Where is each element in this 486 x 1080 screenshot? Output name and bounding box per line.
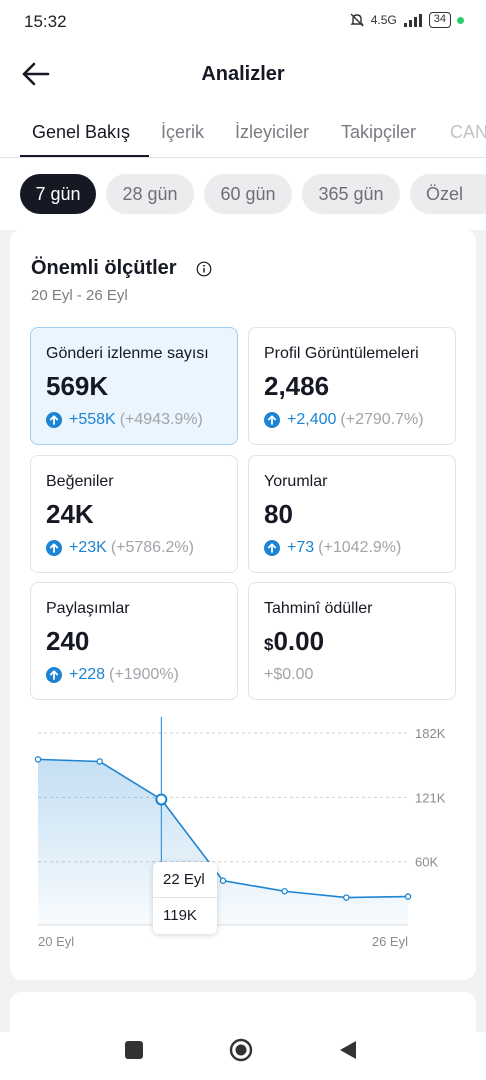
arrow-up-icon bbox=[264, 412, 280, 428]
metric-change: +23K (+5786.2%) bbox=[46, 539, 194, 557]
data-point bbox=[343, 894, 350, 901]
metric-value: 80 bbox=[264, 499, 293, 529]
metric-value-wrap: $0.00 bbox=[264, 626, 324, 657]
x-tick-label: 20 Eyl bbox=[38, 934, 74, 949]
status-time: 15:32 bbox=[24, 12, 67, 31]
info-icon[interactable] bbox=[196, 261, 212, 277]
period-filter: 7 gün 28 gün 60 gün 365 gün Özel bbox=[0, 158, 486, 230]
page-title: Analizler bbox=[201, 63, 285, 85]
area-fill bbox=[38, 759, 408, 925]
recents-icon[interactable] bbox=[125, 1041, 143, 1059]
metric-change-value: +23K bbox=[69, 539, 107, 556]
date-range: 20 Eyl - 26 Eyl bbox=[31, 287, 128, 304]
metric-label: Profil Görüntülemeleri bbox=[264, 345, 419, 362]
home-icon[interactable] bbox=[229, 1038, 253, 1062]
tooltip-value: 119K bbox=[163, 907, 197, 924]
metric-change-value: +2,400 bbox=[287, 411, 337, 428]
tooltip-divider bbox=[153, 897, 217, 898]
period-7-days[interactable]: 7 gün bbox=[20, 174, 96, 214]
metric-change-percent: (+1042.9%) bbox=[318, 539, 402, 556]
battery-icon: 34 bbox=[428, 12, 451, 28]
metric-change: +2,400 (+2790.7%) bbox=[264, 411, 424, 429]
tab-content[interactable]: İçerik bbox=[161, 122, 205, 142]
period-365-days[interactable]: 365 gün bbox=[302, 174, 400, 214]
metric-label: Beğeniler bbox=[46, 473, 114, 490]
dot-icon bbox=[457, 16, 464, 24]
active-tab-indicator bbox=[20, 155, 149, 157]
metric-change: +73 (+1042.9%) bbox=[264, 539, 401, 557]
metric-change-percent: (+4943.9%) bbox=[119, 411, 203, 428]
metric-change-value: +73 bbox=[287, 539, 315, 556]
data-point bbox=[155, 793, 168, 806]
arrow-up-icon bbox=[264, 540, 280, 556]
metric-change-value: +228 bbox=[69, 666, 106, 683]
metric-change: +558K (+4943.9%) bbox=[46, 411, 203, 429]
tab-followers[interactable]: Takipçiler bbox=[341, 122, 417, 142]
back-icon[interactable] bbox=[337, 1038, 359, 1062]
chart-tooltip: 22 Eyl 119K bbox=[153, 862, 217, 934]
tab-overview[interactable]: Genel Bakış bbox=[32, 122, 131, 142]
data-point bbox=[404, 893, 412, 900]
y-tick-label: 60K bbox=[415, 855, 438, 870]
period-28-days[interactable]: 28 gün bbox=[106, 174, 194, 214]
system-nav-bar bbox=[0, 1032, 486, 1080]
signal-icon bbox=[403, 14, 422, 27]
back-arrow-icon[interactable] bbox=[20, 58, 52, 90]
metric-value: 0.00 bbox=[273, 626, 325, 656]
metric-value: 240 bbox=[46, 626, 90, 656]
views-chart[interactable]: 182K 121K 60K 20 Eyl 26 Eyl bbox=[10, 715, 476, 965]
metric-change-value: +$0.00 bbox=[264, 666, 314, 683]
data-point bbox=[34, 756, 42, 763]
data-point bbox=[281, 887, 288, 895]
metric-shares[interactable]: Paylaşımlar 240 +228 (+1900%) bbox=[30, 582, 238, 700]
tooltip-date: 22 Eyl bbox=[163, 871, 205, 888]
arrow-up-icon bbox=[46, 540, 62, 556]
metric-change: +228 (+1900%) bbox=[46, 666, 179, 684]
metric-label: Yorumlar bbox=[264, 473, 328, 490]
status-bar: 15:32 4.5G 34 bbox=[0, 0, 486, 44]
network-type: 4.5G bbox=[370, 13, 397, 27]
section-title: Önemli ölçütler bbox=[31, 257, 177, 279]
tab-bar: Genel Bakış İçerik İzleyiciler Takipçile… bbox=[0, 104, 486, 158]
data-point bbox=[96, 758, 103, 765]
app-header: Analizler bbox=[0, 44, 486, 104]
metric-change-value: +558K bbox=[69, 411, 116, 428]
metric-likes[interactable]: Beğeniler 24K +23K (+5786.2%) bbox=[30, 455, 238, 573]
tab-viewers[interactable]: İzleyiciler bbox=[235, 122, 310, 142]
currency-symbol: $ bbox=[264, 635, 274, 654]
period-custom[interactable]: Özel bbox=[410, 174, 486, 214]
x-tick-label: 26 Eyl bbox=[372, 934, 408, 949]
metric-estimated-rewards[interactable]: Tahminî ödüller $0.00 +$0.00 bbox=[248, 582, 456, 700]
metric-value: 24K bbox=[46, 499, 94, 529]
metric-comments[interactable]: Yorumlar 80 +73 (+1042.9%) bbox=[248, 455, 456, 573]
metric-label: Paylaşımlar bbox=[46, 600, 130, 617]
mute-icon bbox=[350, 13, 364, 27]
next-card bbox=[10, 992, 476, 1032]
metric-label: Gönderi izlenme sayısı bbox=[46, 345, 209, 362]
arrow-up-icon bbox=[46, 667, 62, 683]
metric-value: 569K bbox=[46, 371, 109, 401]
data-point bbox=[219, 877, 227, 884]
tab-live[interactable]: CAN bbox=[450, 122, 486, 142]
metric-change-percent: (+1900%) bbox=[109, 666, 179, 683]
metric-value: 2,486 bbox=[264, 371, 330, 401]
arrow-up-icon bbox=[46, 412, 62, 428]
metric-label: Tahminî ödüller bbox=[264, 600, 373, 617]
metric-change: +$0.00 bbox=[264, 666, 313, 684]
metric-change-percent: (+2790.7%) bbox=[340, 411, 424, 428]
metric-profile-views[interactable]: Profil Görüntülemeleri 2,486 +2,400 (+27… bbox=[248, 327, 456, 445]
y-tick-label: 121K bbox=[415, 790, 446, 805]
status-icons: 4.5G 34 bbox=[349, 12, 464, 28]
metric-change-percent: (+5786.2%) bbox=[110, 539, 194, 556]
period-custom-label: Özel bbox=[426, 184, 464, 204]
period-60-days[interactable]: 60 gün bbox=[204, 174, 292, 214]
y-tick-label: 182K bbox=[415, 726, 446, 741]
metric-post-views[interactable]: Gönderi izlenme sayısı 569K +558K (+4943… bbox=[30, 327, 238, 445]
